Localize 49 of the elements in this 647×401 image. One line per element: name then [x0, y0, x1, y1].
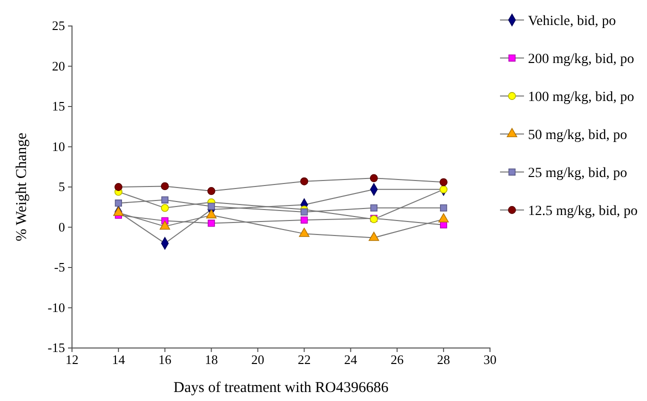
legend-label: 100 mg/kg, bid, po	[528, 90, 634, 105]
y-tick-label: 10	[52, 138, 65, 154]
point	[160, 204, 169, 212]
legend-label: 25 mg/kg, bid, po	[528, 166, 628, 181]
point	[440, 204, 448, 212]
x-tick-label: 14	[112, 352, 126, 368]
point	[114, 183, 122, 191]
legend-label: Vehicle, bid, po	[528, 14, 616, 29]
x-axis-title: Days of treatment with RO4396686	[174, 380, 389, 396]
x-tick-label: 28	[437, 352, 450, 368]
point	[368, 232, 380, 241]
point	[161, 196, 168, 204]
y-tick-label: 15	[52, 98, 65, 114]
x-tick-label: 26	[390, 352, 404, 368]
point	[114, 200, 122, 207]
point	[160, 182, 169, 190]
y-tick-label: 20	[52, 58, 65, 74]
y-axis-title: % Weight Change	[14, 132, 30, 242]
x-tick-label: 22	[298, 352, 311, 368]
point	[440, 185, 448, 194]
legend-label: 200 mg/kg, bid, po	[528, 52, 634, 67]
x-tick-label: 12	[66, 352, 78, 368]
point	[438, 213, 449, 222]
y-tick-label: -10	[48, 300, 65, 315]
y-tick-label: -15	[48, 340, 65, 356]
point	[299, 228, 310, 237]
y-tick-label: 0	[58, 219, 65, 234]
y-tick-label: 25	[52, 18, 65, 34]
point	[208, 220, 215, 227]
point	[208, 202, 215, 210]
legend-label: 12.5 mg/kg, bid, po	[528, 204, 638, 219]
point	[113, 206, 124, 216]
y-tick-label: -5	[54, 260, 65, 275]
point	[300, 208, 308, 216]
point	[370, 174, 378, 182]
point	[207, 187, 216, 195]
legend-label: 50 mg/kg, bid, po	[528, 128, 628, 143]
point	[206, 209, 217, 218]
point	[160, 220, 170, 230]
x-tick-label: 30	[484, 352, 496, 368]
x-tick-label: 16	[158, 352, 172, 368]
x-tick-label: 18	[204, 352, 218, 368]
point	[300, 177, 308, 186]
point	[300, 216, 308, 224]
x-tick-label: 24	[344, 352, 358, 368]
y-tick-label: 5	[58, 179, 65, 194]
point	[370, 204, 378, 212]
x-tick-label: 20	[251, 352, 264, 368]
point	[440, 178, 448, 186]
